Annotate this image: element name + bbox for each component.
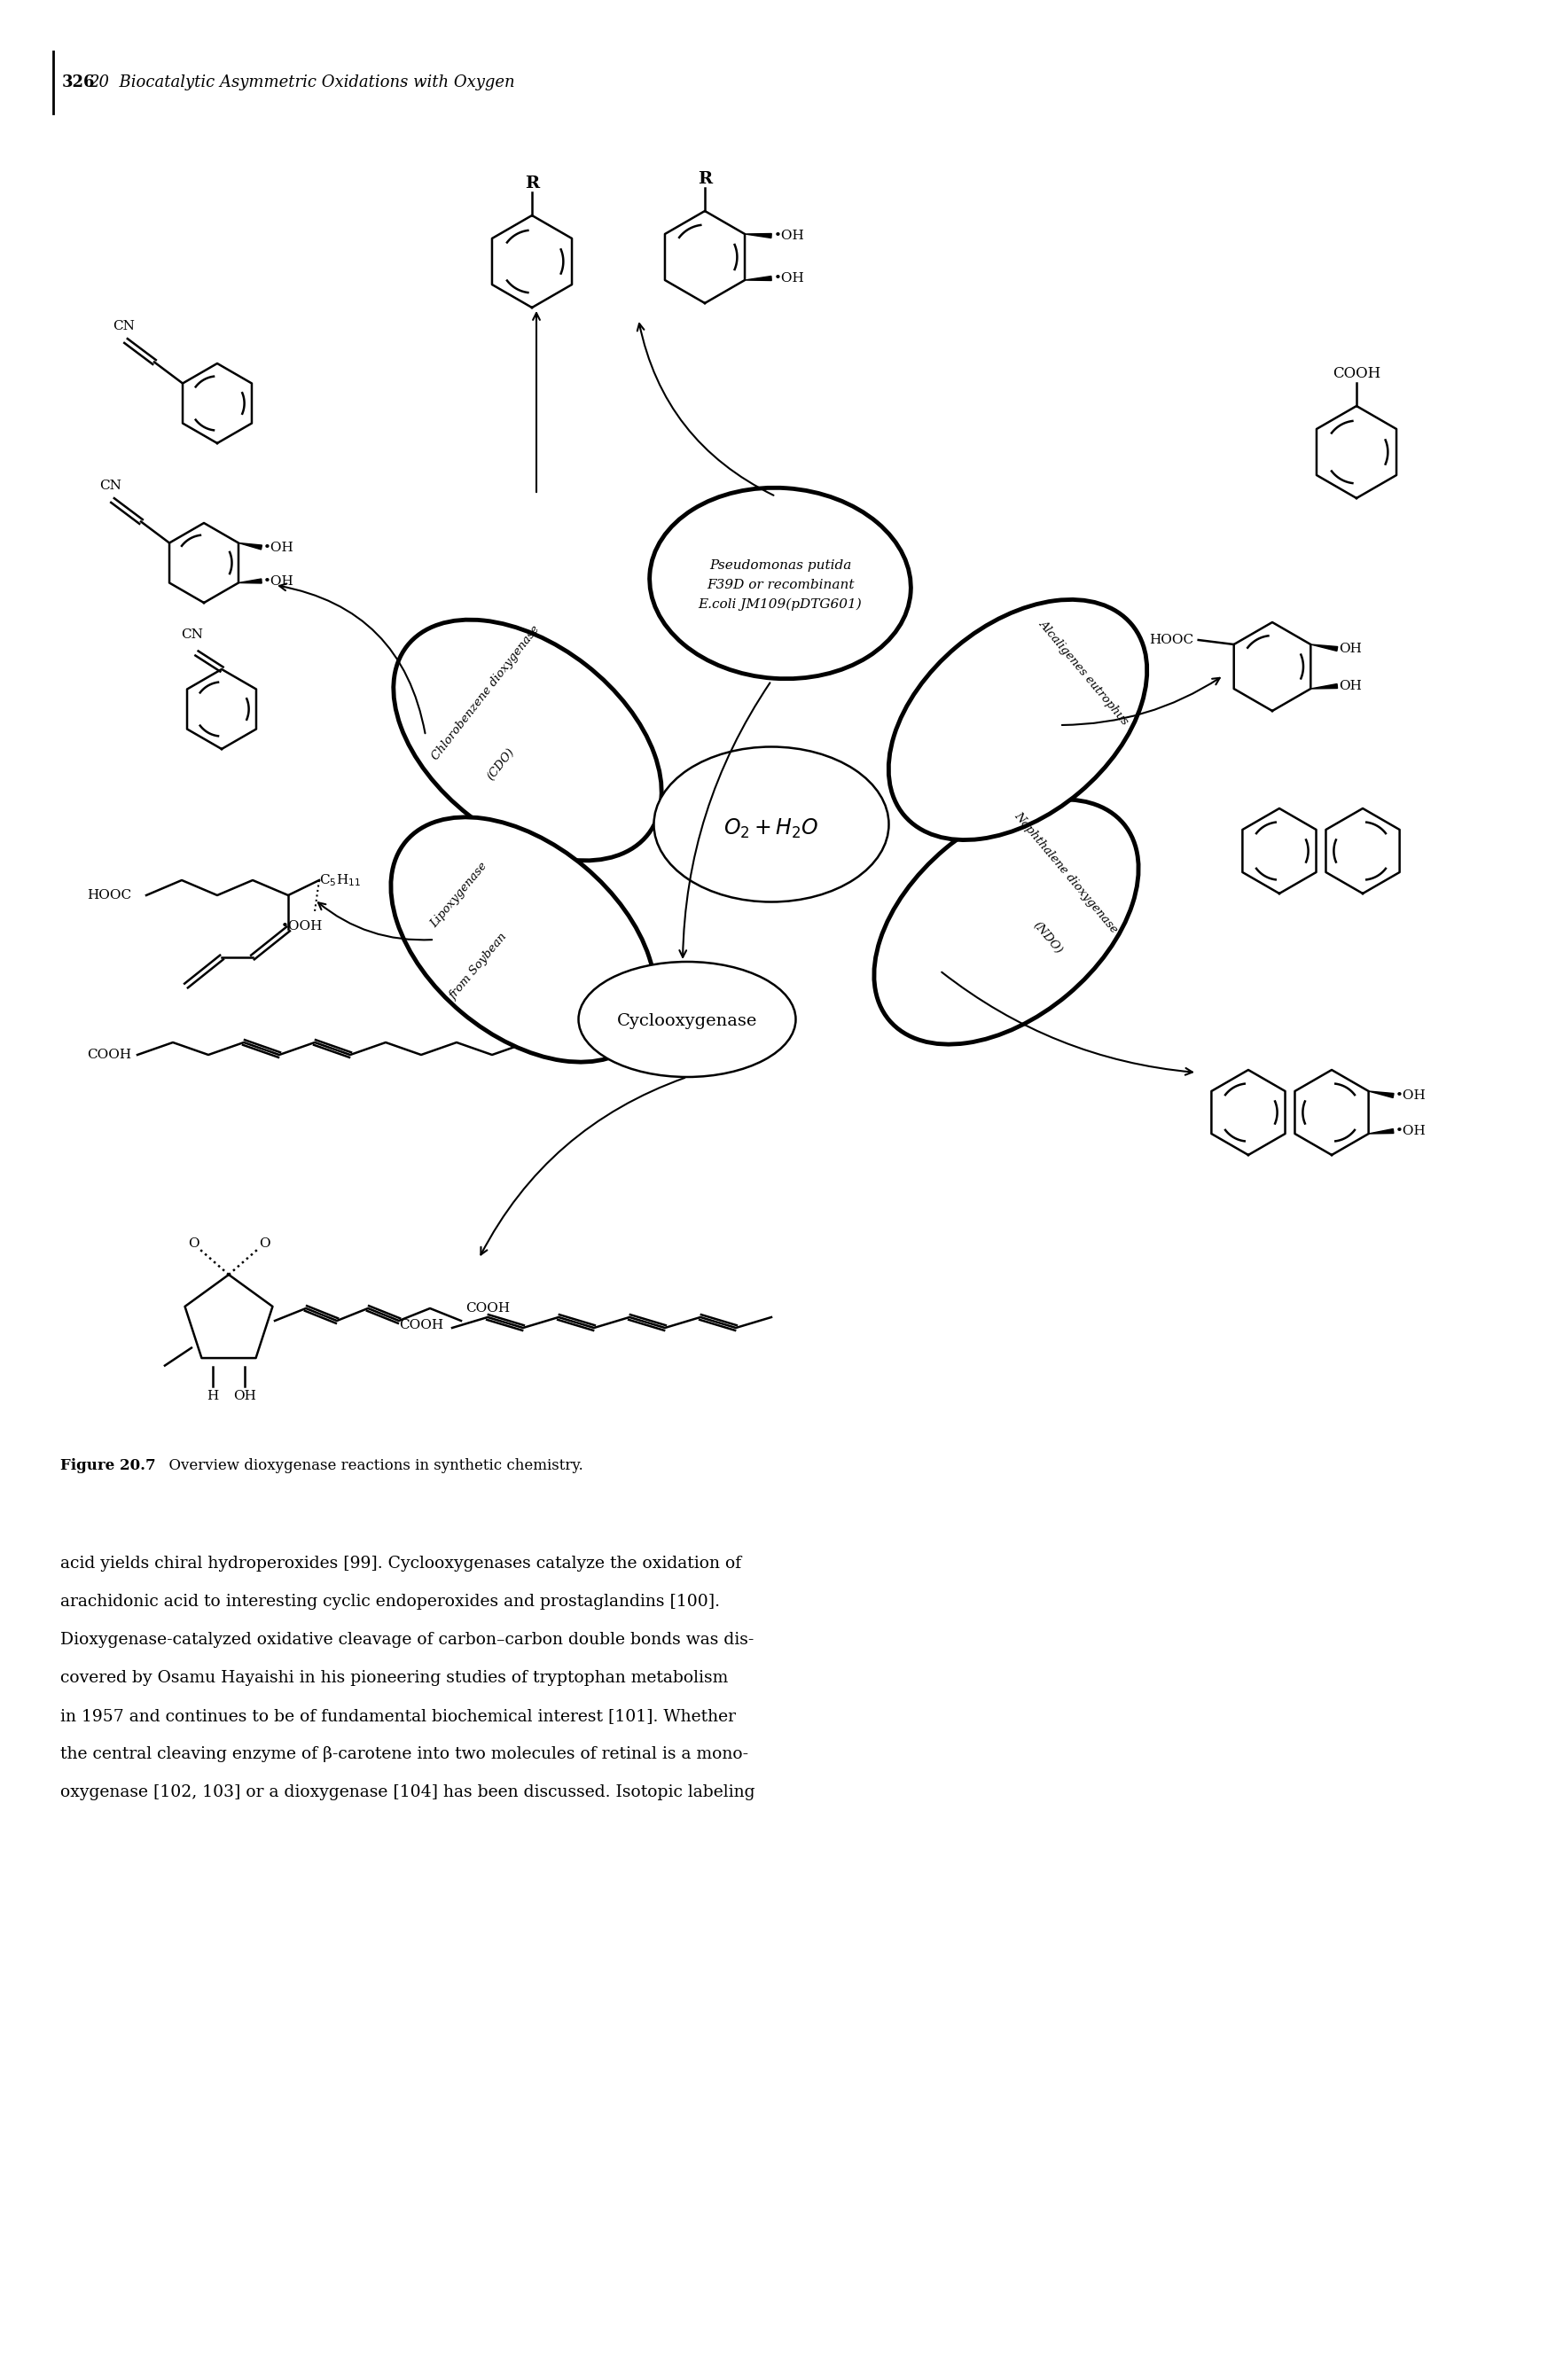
Ellipse shape — [875, 800, 1138, 1045]
Polygon shape — [238, 543, 262, 550]
Polygon shape — [1311, 645, 1337, 652]
Text: C$_5$H$_{11}$: C$_5$H$_{11}$ — [319, 873, 361, 888]
Text: in 1957 and continues to be of fundamental biochemical interest [101]. Whether: in 1957 and continues to be of fundament… — [60, 1709, 735, 1723]
Text: •OH: •OH — [263, 576, 294, 588]
Polygon shape — [1368, 1128, 1393, 1133]
Polygon shape — [238, 578, 262, 583]
Ellipse shape — [579, 962, 796, 1078]
Text: 20  Biocatalytic Asymmetric Oxidations with Oxygen: 20 Biocatalytic Asymmetric Oxidations wi… — [88, 74, 515, 90]
Text: •OH: •OH — [774, 271, 805, 286]
Text: •OH: •OH — [774, 228, 805, 243]
Text: covered by Osamu Hayaishi in his pioneering studies of tryptophan metabolism: covered by Osamu Hayaishi in his pioneer… — [60, 1671, 728, 1685]
Text: OH: OH — [1339, 681, 1362, 693]
Polygon shape — [745, 233, 771, 238]
Text: O: O — [259, 1238, 269, 1250]
Text: R: R — [525, 176, 539, 190]
Text: oxygenase [102, 103] or a dioxygenase [104] has been discussed. Isotopic labelin: oxygenase [102, 103] or a dioxygenase [1… — [60, 1785, 755, 1799]
Text: R: R — [698, 171, 712, 188]
Ellipse shape — [653, 747, 889, 902]
Text: F39D or recombinant: F39D or recombinant — [706, 578, 854, 590]
Text: Dioxygenase-catalyzed oxidative cleavage of carbon–carbon double bonds was dis-: Dioxygenase-catalyzed oxidative cleavage… — [60, 1633, 754, 1647]
Text: •OH: •OH — [1395, 1126, 1426, 1138]
Ellipse shape — [650, 488, 910, 678]
Text: Figure 20.7: Figure 20.7 — [60, 1459, 156, 1473]
Text: COOH: COOH — [1333, 367, 1381, 381]
Text: (CDO): (CDO) — [485, 745, 517, 783]
Text: 326: 326 — [62, 74, 96, 90]
Text: CN: CN — [99, 478, 122, 493]
Ellipse shape — [889, 600, 1147, 840]
Ellipse shape — [393, 619, 661, 862]
Text: Naphthalene dioxygenase: Naphthalene dioxygenase — [1012, 809, 1119, 935]
Text: OH: OH — [234, 1390, 255, 1402]
Text: •OH: •OH — [1395, 1090, 1426, 1102]
Text: Chlorobenzene dioxygenase: Chlorobenzene dioxygenase — [430, 624, 542, 762]
Text: HOOC: HOOC — [87, 890, 132, 902]
Text: CN: CN — [113, 319, 135, 331]
Text: Pseudomonas putida: Pseudomonas putida — [709, 559, 851, 571]
Text: Lipoxygenase: Lipoxygenase — [429, 862, 489, 931]
Text: HOOC: HOOC — [1150, 633, 1194, 647]
Polygon shape — [1368, 1090, 1393, 1097]
Polygon shape — [1311, 683, 1337, 688]
Text: acid yields chiral hydroperoxides [99]. Cyclooxygenases catalyze the oxidation o: acid yields chiral hydroperoxides [99]. … — [60, 1557, 741, 1571]
Ellipse shape — [392, 816, 655, 1061]
Text: •OH: •OH — [263, 540, 294, 555]
Text: COOH: COOH — [87, 1050, 132, 1061]
Text: H: H — [207, 1390, 218, 1402]
Text: OH: OH — [1339, 643, 1362, 654]
Text: Cyclooxygenase: Cyclooxygenase — [618, 1014, 757, 1028]
Text: E.coli JM109(pDTG601): E.coli JM109(pDTG601) — [698, 597, 862, 612]
Polygon shape — [745, 276, 771, 281]
Text: •OOH: •OOH — [280, 921, 322, 933]
Text: (NDO): (NDO) — [1031, 919, 1065, 957]
Text: O: O — [187, 1238, 198, 1250]
Text: the central cleaving enzyme of β-carotene into two molecules of retinal is a mon: the central cleaving enzyme of β-caroten… — [60, 1747, 748, 1761]
Text: Overview dioxygenase reactions in synthetic chemistry.: Overview dioxygenase reactions in synthe… — [159, 1459, 584, 1473]
Text: CN: CN — [181, 628, 203, 640]
Text: COOH: COOH — [466, 1302, 509, 1314]
Text: $O_2 + H_2O$: $O_2 + H_2O$ — [724, 816, 819, 840]
Text: arachidonic acid to interesting cyclic endoperoxides and prostaglandins [100].: arachidonic acid to interesting cyclic e… — [60, 1595, 720, 1609]
Text: Alcaligenes eutrophus: Alcaligenes eutrophus — [1036, 616, 1130, 726]
Text: COOH: COOH — [399, 1319, 443, 1330]
Text: from Soybean: from Soybean — [447, 931, 509, 1002]
